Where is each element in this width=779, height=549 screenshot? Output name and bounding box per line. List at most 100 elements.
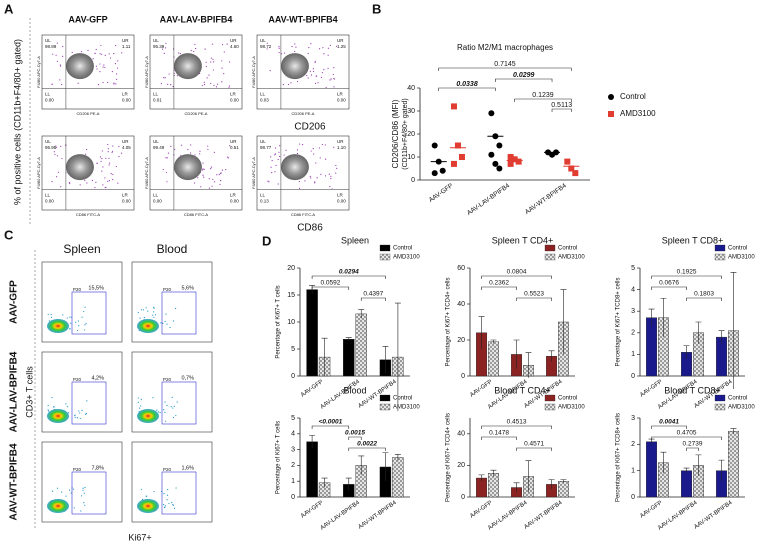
event-dot (69, 183, 71, 185)
event-dot (168, 73, 170, 75)
legend-label: Control (558, 246, 577, 252)
event-dot (170, 145, 172, 147)
significance-bracket (651, 425, 687, 429)
x-tick-label: AAV-GFP (639, 379, 663, 399)
error-bar (513, 339, 520, 369)
event-dot (83, 492, 85, 494)
event-dot (279, 145, 281, 147)
event-dot (104, 54, 106, 56)
event-dot (166, 404, 168, 407)
population-contour (65, 53, 94, 80)
significance-bracket (311, 286, 350, 290)
event-dot (78, 325, 80, 327)
event-dot (62, 55, 64, 57)
event-dot (84, 486, 86, 489)
p-value: 0.4705 (677, 430, 697, 437)
event-dot (323, 69, 325, 71)
significance-bracket (438, 67, 572, 71)
column-header: AAV-GFP (68, 14, 107, 24)
event-dot (62, 45, 64, 48)
quadrant-name: LR (230, 91, 237, 96)
legend-swatch (608, 94, 614, 100)
event-dot (332, 73, 334, 76)
event-dot (61, 157, 63, 160)
event-dot (154, 314, 157, 316)
event-dot (53, 151, 55, 153)
error-bar (548, 479, 555, 490)
event-dot (47, 409, 49, 411)
event-dot (207, 148, 209, 151)
event-dot (175, 414, 177, 417)
bar (392, 457, 404, 498)
gate-percent: 4,2% (91, 375, 104, 381)
event-dot (269, 69, 271, 72)
x-tick-label: AAV-LAV-BPIFB4 (320, 500, 362, 532)
event-dot (164, 401, 166, 403)
event-dot (295, 46, 297, 48)
y-tick-label: 20 (287, 265, 295, 272)
event-dot (67, 406, 69, 408)
data-point (488, 110, 495, 117)
event-dot (171, 396, 173, 398)
p-value: 0.7145 (494, 61, 516, 68)
legend-swatch (714, 394, 726, 402)
event-dot (194, 154, 196, 156)
event-dot (315, 75, 317, 77)
event-dot (169, 326, 171, 329)
event-dot (161, 48, 164, 50)
chart-title: Spleen (341, 235, 369, 245)
event-dot (210, 61, 212, 63)
event-dot (85, 413, 88, 415)
event-dot (80, 51, 83, 53)
population-contour (280, 53, 309, 80)
y-axis-label: Percentage of Ki67+ TCD4+ cells (446, 278, 452, 367)
event-dot (207, 145, 209, 147)
x-tick-label: AAV-LAV-BPIFB4 (466, 182, 512, 217)
significance-bracket (438, 87, 496, 91)
y-axis-label: Percentage of Ki67+ TCD4+ cells (446, 413, 452, 502)
event-dot (179, 53, 181, 55)
p-value: 0.4571 (524, 441, 544, 448)
quadrant-value: 0.00 (337, 97, 346, 102)
data-point (507, 160, 514, 167)
legend-swatch (544, 253, 556, 261)
quadrant-value: 0.00 (230, 97, 239, 102)
event-dot (165, 47, 167, 49)
event-dot (201, 169, 204, 171)
event-dot (51, 83, 53, 85)
legend-label: Control (558, 396, 577, 402)
event-dot (77, 82, 79, 84)
axis-caption: F4/80 APC-Cy7-A (251, 56, 256, 88)
event-dot (328, 173, 330, 175)
legend-label: Control (393, 246, 412, 252)
event-dot (165, 157, 167, 159)
quadrant-name: UL (153, 139, 159, 144)
p-value: 0.0299 (513, 72, 535, 79)
event-dot (267, 180, 269, 182)
event-dot (275, 164, 277, 167)
x-tick-label: AAV-WT-BPIFB4 (523, 500, 564, 531)
event-dot (321, 72, 324, 74)
event-dot (321, 143, 323, 146)
event-dot (160, 322, 162, 324)
event-dot (294, 43, 296, 45)
column-header: AAV-LAV-BPIFB4 (160, 14, 233, 24)
p-value: 0.5113 (551, 102, 572, 109)
quadrant-name: LL (45, 91, 51, 96)
event-dot (173, 405, 175, 407)
error-bar (695, 454, 702, 476)
event-dot (167, 488, 169, 491)
event-dot (51, 490, 54, 492)
event-dot (307, 77, 309, 79)
event-dot (84, 413, 87, 415)
event-dot (278, 51, 280, 54)
event-dot (94, 52, 96, 55)
data-point (431, 142, 438, 149)
event-dot (109, 162, 111, 164)
event-dot (110, 57, 112, 59)
event-dot (172, 503, 174, 506)
event-dot (112, 145, 114, 147)
significance-bracket (651, 275, 722, 279)
event-dot (172, 85, 174, 88)
chart-title: Blood (343, 385, 366, 395)
